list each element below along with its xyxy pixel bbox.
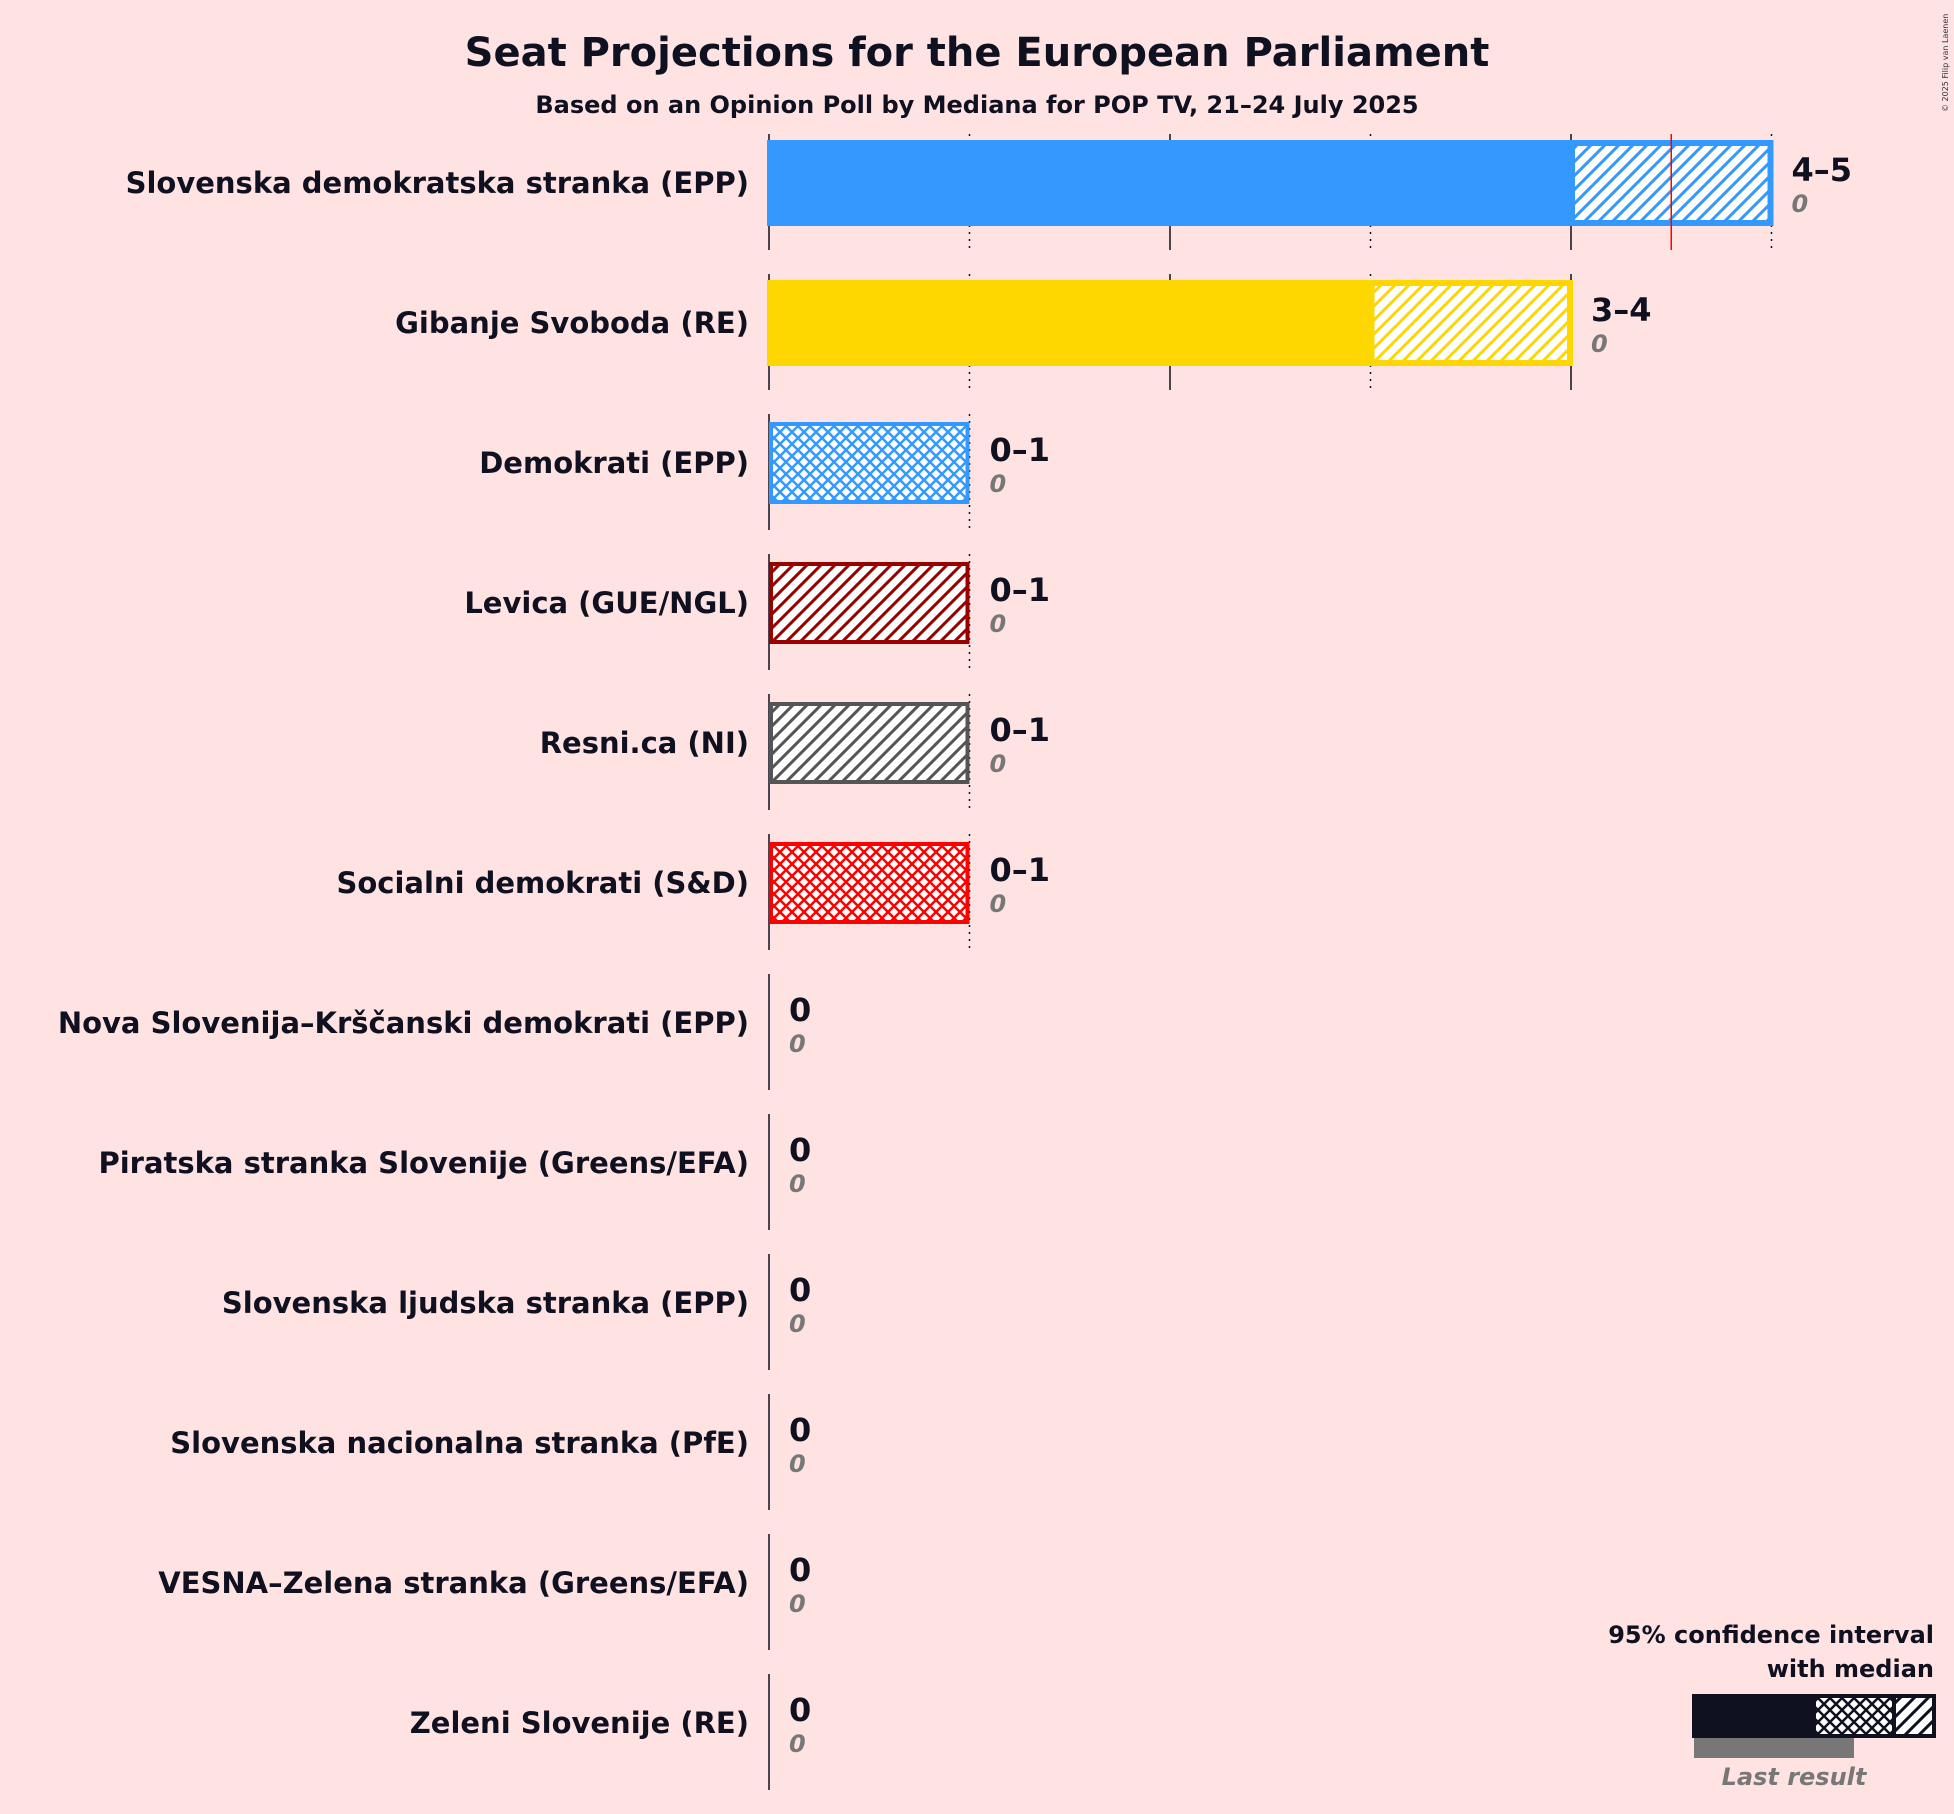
party-label: Levica (GUE/NGL): [464, 586, 749, 620]
last-result-label: 0: [789, 1310, 806, 1338]
party-label: Slovenska demokratska stranka (EPP): [126, 166, 749, 200]
party-label: Nova Slovenija–Krščanski demokrati (EPP): [58, 1006, 749, 1040]
legend-last-result-swatch: [1694, 1738, 1854, 1758]
last-result-label: 0: [789, 1730, 806, 1758]
party-label: Demokrati (EPP): [479, 446, 749, 480]
chart-title: Seat Projections for the European Parlia…: [465, 30, 1490, 76]
range-label: 0: [789, 1131, 811, 1169]
legend-hatch-swatch: [1892, 1694, 1936, 1738]
last-result-label: 0: [789, 1590, 806, 1618]
party-label: Socialni demokrati (S&D): [336, 866, 749, 900]
range-label: 0: [789, 1271, 811, 1309]
bar-outline: [767, 280, 1573, 366]
last-result-label: 0: [1792, 190, 1809, 218]
copyright-note: © 2025 Filip van Laenen: [1941, 14, 1950, 112]
last-result-label: 0: [1591, 330, 1608, 358]
range-label: 0–1: [990, 431, 1051, 469]
last-result-label: 0: [789, 1450, 806, 1478]
last-result-label: 0: [789, 1170, 806, 1198]
bar-interval-segment: [769, 562, 970, 644]
bar-interval-segment: [769, 842, 970, 924]
party-label: Gibanje Svoboda (RE): [395, 306, 749, 340]
last-result-label: 0: [990, 750, 1007, 778]
party-label: VESNA–Zelena stranka (Greens/EFA): [158, 1566, 749, 1600]
bar-median-segment: [769, 282, 1371, 364]
party-label: Slovenska nacionalna stranka (PfE): [170, 1426, 749, 1460]
grid-lines: [768, 134, 1773, 1790]
chart-subtitle: Based on an Opinion Poll by Mediana for …: [535, 91, 1418, 119]
range-label: 3–4: [1591, 291, 1652, 329]
bar-interval-segment: [769, 702, 970, 784]
range-label: 0: [789, 1551, 811, 1589]
last-result-label: 0: [789, 1030, 806, 1058]
range-label: 0–1: [990, 851, 1051, 889]
range-label: 0–1: [990, 711, 1051, 749]
range-label: 0–1: [990, 571, 1051, 609]
range-label: 0: [789, 1691, 811, 1729]
bar-interval-segment: [769, 422, 970, 504]
legend-crosshatch-swatch: [1812, 1694, 1896, 1738]
bar-interval-segment: [1370, 282, 1571, 364]
legend: 95% confidence interval with median Last…: [1608, 1621, 1936, 1791]
legend-last-result-label: Last result: [1722, 1763, 1868, 1791]
legend-solid-swatch: [1692, 1694, 1814, 1738]
party-label: Piratska stranka Slovenije (Greens/EFA): [98, 1146, 749, 1180]
legend-title-line2: with median: [1767, 1655, 1934, 1683]
bars-group: Slovenska demokratska stranka (EPP) 4–50G…: [58, 134, 1852, 1758]
last-result-label: 0: [990, 610, 1007, 638]
last-result-label: 0: [990, 890, 1007, 918]
legend-title-line1: 95% confidence interval: [1608, 1621, 1934, 1649]
last-result-label: 0: [990, 470, 1007, 498]
party-label: Zeleni Slovenije (RE): [410, 1706, 749, 1740]
party-label: Resni.ca (NI): [540, 726, 749, 760]
range-label: 4–5: [1792, 151, 1853, 189]
bar-median-segment: [769, 142, 1571, 224]
bar-outline: [767, 140, 1774, 226]
range-label: 0: [789, 1411, 811, 1449]
range-label: 0: [789, 991, 811, 1029]
party-label: Slovenska ljudska stranka (EPP): [222, 1286, 749, 1320]
